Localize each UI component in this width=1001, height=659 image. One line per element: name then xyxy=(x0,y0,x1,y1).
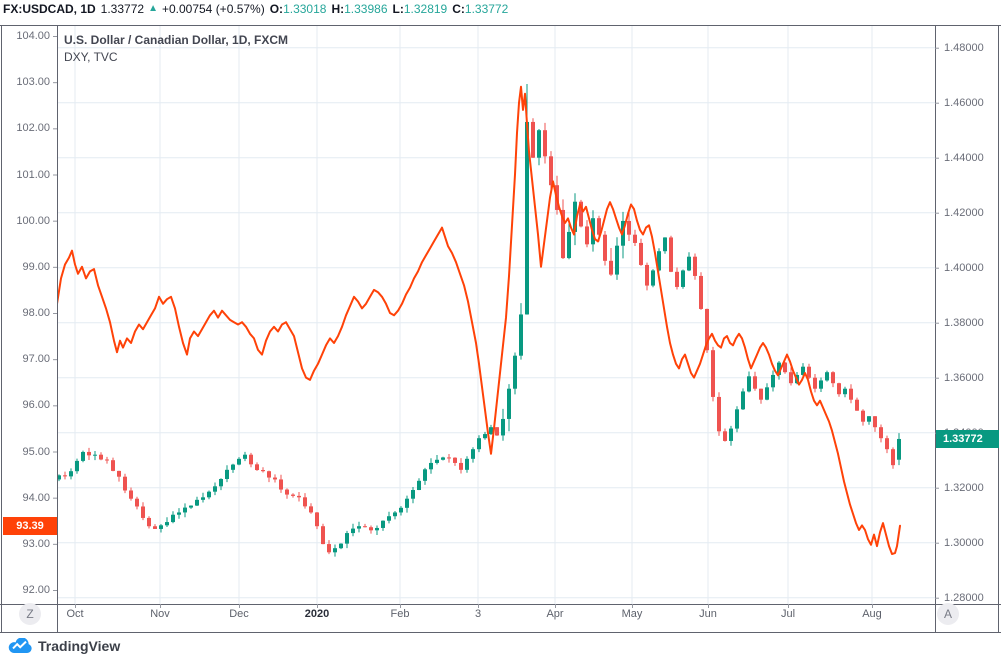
time-axis-tick-label: Jul xyxy=(780,608,796,620)
time-axis-tick-label: Jun xyxy=(699,608,717,620)
auto-scale-button[interactable]: A xyxy=(937,603,959,625)
symbol-label[interactable]: FX:USDCAD, 1D xyxy=(3,1,96,16)
time-axis-tick-label: May xyxy=(621,608,643,620)
time-axis-tick-label: Nov xyxy=(150,608,170,620)
right-axis-tick-label: 1.48000 xyxy=(944,41,984,54)
right-axis-tick-label: 1.40000 xyxy=(944,261,984,274)
time-axis-tick-label: 2020 xyxy=(304,608,330,620)
left-axis-tick-label: 95.00 xyxy=(22,445,50,458)
chart-legend: U.S. Dollar / Canadian Dollar, 1D, FXCM … xyxy=(64,32,288,66)
right-axis-tick-label: 1.46000 xyxy=(944,96,984,109)
close-value: C:1.33772 xyxy=(452,1,509,16)
time-axis-tick-label: Dec xyxy=(229,608,249,620)
left-axis-tick-label: 92.00 xyxy=(22,584,50,596)
time-axis-tick-label: 3 xyxy=(474,608,482,620)
up-arrow-icon: ▲ xyxy=(148,3,158,14)
left-axis-tick-label: 103.00 xyxy=(16,76,50,89)
left-axis-tick-label: 93.00 xyxy=(22,537,50,550)
main-series-legend[interactable]: U.S. Dollar / Canadian Dollar, 1D, FXCM xyxy=(64,33,289,47)
time-axis-tick-label: Aug xyxy=(862,608,882,620)
time-axis-tick-label: Apr xyxy=(546,608,564,620)
overlay-series-legend[interactable]: DXY, TVC xyxy=(64,50,118,64)
tradingview-brand-text: TradingView xyxy=(38,638,121,654)
dxy-price-tag: 93.39 xyxy=(3,516,57,535)
left-axis-tick-label: 101.00 xyxy=(16,168,50,181)
right-axis-tick-label: 1.42000 xyxy=(944,206,984,219)
open-value: O:1.33018 xyxy=(269,1,327,16)
dxy-line xyxy=(57,85,901,555)
gridlines xyxy=(57,25,935,604)
low-value: L:1.32819 xyxy=(392,1,448,16)
left-axis-tick-label: 97.00 xyxy=(22,353,50,366)
right-axis-tick-label: 1.36000 xyxy=(944,371,984,384)
left-axis-tick-label: 102.00 xyxy=(16,122,50,135)
right-axis-tick-label: 1.28000 xyxy=(944,591,984,604)
axis-ticks xyxy=(53,36,939,608)
left-axis-tick-label: 99.00 xyxy=(22,260,50,273)
footer[interactable]: TradingView xyxy=(8,638,120,654)
time-axis-tick-label: Feb xyxy=(390,608,410,620)
tradingview-logo-icon xyxy=(8,638,32,654)
left-axis-tick-label: 94.00 xyxy=(22,491,50,504)
left-axis-tick-label: 96.00 xyxy=(22,399,50,412)
right-axis-tick-label: 1.38000 xyxy=(944,316,984,329)
chart-frame xyxy=(0,25,1001,633)
ticker-bar: FX:USDCAD, 1D 1.33772 ▲ +0.00754 (+0.57%… xyxy=(3,1,508,16)
time-axis-tick-label: Oct xyxy=(66,608,84,620)
price-change: +0.00754 (+0.57%) xyxy=(161,1,265,16)
right-axis-tick-label: 1.32000 xyxy=(944,481,984,494)
high-value: H:1.33986 xyxy=(331,1,388,16)
usdcad-price-tag: 1.33772 xyxy=(936,429,999,448)
right-axis-tick-label: 1.30000 xyxy=(944,536,984,549)
left-axis-tick-label: 100.00 xyxy=(16,214,50,227)
right-axis-tick-label: 1.44000 xyxy=(944,151,984,164)
usdcad-candles xyxy=(57,84,901,557)
zoom-out-button[interactable]: Z xyxy=(19,603,41,625)
left-axis-tick-label: 98.00 xyxy=(22,307,50,319)
left-axis-tick-label: 104.00 xyxy=(16,30,50,42)
last-price: 1.33772 xyxy=(100,1,145,16)
